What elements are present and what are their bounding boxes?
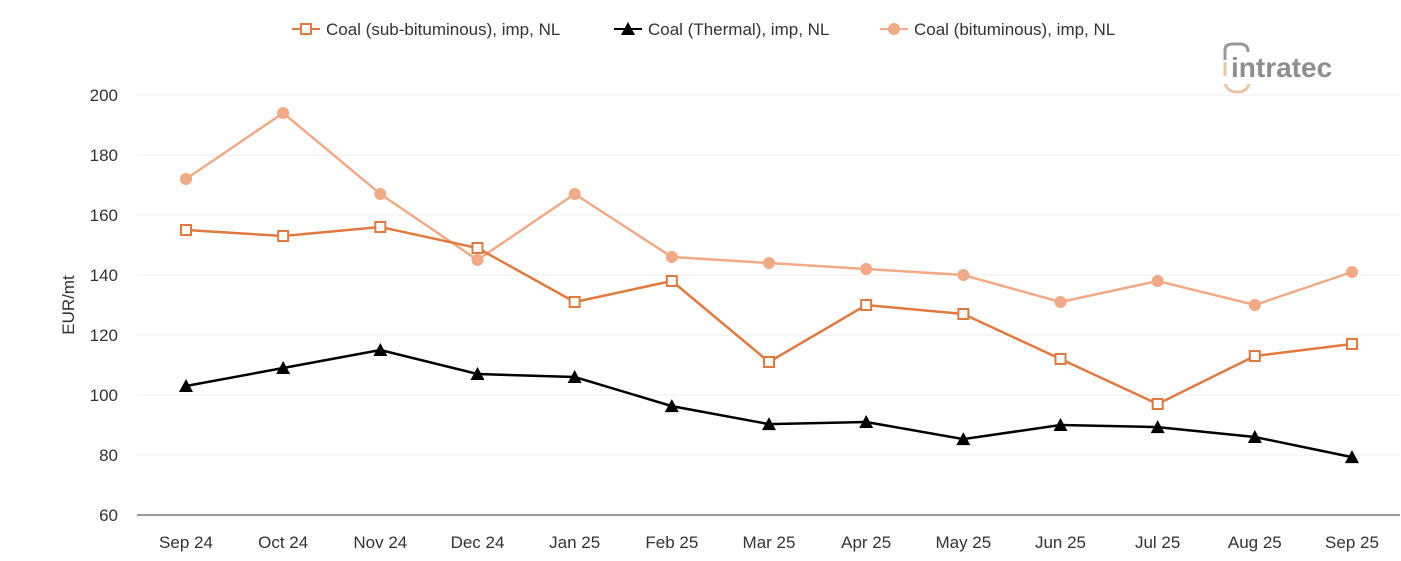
x-tick-label: Oct 24	[258, 533, 308, 552]
intratec-logo: intratec	[1223, 42, 1332, 94]
x-tick-label: Feb 25	[645, 533, 698, 552]
data-point	[763, 257, 775, 269]
logo-bar	[1223, 62, 1227, 76]
data-point	[860, 299, 873, 311]
legend-label: Coal (sub-bituminous), imp, NL	[326, 20, 560, 39]
logo-arc-bottom	[1223, 83, 1251, 94]
series-0	[180, 221, 1358, 410]
x-tick-label: May 25	[935, 533, 991, 552]
x-tick-label: Mar 25	[743, 533, 796, 552]
x-tick-label: Jul 25	[1135, 533, 1180, 552]
data-point	[664, 399, 679, 413]
logo-text: intratec	[1231, 52, 1332, 83]
data-point	[179, 379, 193, 392]
x-tick-label: Sep 25	[1325, 533, 1379, 552]
data-point	[1247, 430, 1262, 443]
x-tick-label: Jan 25	[549, 533, 600, 552]
series-line	[185, 225, 1353, 406]
data-point	[1151, 275, 1164, 287]
legend-label: Coal (Thermal), imp, NL	[648, 20, 829, 39]
x-tick-label: Sep 24	[159, 533, 213, 552]
y-tick-label: 120	[90, 326, 118, 345]
data-point	[956, 432, 971, 446]
data-point	[957, 269, 970, 281]
y-tick-label: 160	[90, 206, 118, 225]
data-point	[859, 415, 874, 428]
data-point	[373, 343, 388, 356]
y-tick-label: 100	[90, 386, 118, 405]
y-axis-label: EUR/mt	[59, 275, 78, 335]
data-point	[665, 251, 678, 263]
legend-marker	[621, 22, 635, 35]
series-line	[185, 111, 1353, 307]
data-point	[180, 173, 192, 185]
data-point	[470, 367, 485, 380]
y-tick-label: 140	[90, 266, 118, 285]
data-point	[1150, 420, 1165, 434]
data-point	[1248, 299, 1261, 311]
data-point	[567, 370, 582, 383]
data-point	[374, 221, 387, 233]
data-point	[471, 254, 484, 266]
x-tick-label: Nov 24	[353, 533, 407, 552]
legend-label: Coal (bituminous), imp, NL	[914, 20, 1115, 39]
series-1	[179, 343, 1359, 464]
data-point	[762, 417, 776, 431]
legend-item: Coal (bituminous), imp, NL	[880, 20, 1115, 39]
data-point	[1054, 296, 1067, 308]
data-point	[665, 275, 678, 287]
data-point	[957, 308, 970, 320]
legend-item: Coal (sub-bituminous), imp, NL	[292, 20, 560, 39]
y-tick-label: 200	[90, 86, 118, 105]
data-point	[568, 188, 581, 200]
x-tick-label: Dec 24	[451, 533, 505, 552]
y-tick-label: 180	[90, 146, 118, 165]
logo-arc-top	[1223, 42, 1250, 60]
data-point	[1248, 350, 1261, 362]
x-tick-label: Aug 25	[1228, 533, 1282, 552]
y-tick-label: 60	[99, 506, 118, 525]
series-2	[180, 107, 1358, 311]
data-point	[1346, 266, 1358, 278]
data-point	[277, 107, 290, 119]
data-point	[374, 188, 387, 200]
data-point	[471, 242, 484, 254]
data-point	[1053, 418, 1068, 431]
data-point	[1345, 450, 1359, 464]
data-point	[1151, 398, 1164, 410]
x-tick-label: Apr 25	[841, 533, 891, 552]
legend-marker	[300, 23, 312, 35]
y-tick-label: 80	[99, 446, 118, 465]
data-point	[180, 224, 192, 236]
x-tick-label: Jun 25	[1035, 533, 1086, 552]
data-point	[1054, 353, 1067, 365]
data-point	[1346, 338, 1358, 350]
legend-item: Coal (Thermal), imp, NL	[614, 20, 829, 39]
data-point	[568, 296, 581, 308]
data-point	[276, 361, 291, 374]
data-point	[860, 263, 873, 275]
data-point	[763, 356, 775, 368]
legend-marker	[888, 23, 900, 35]
data-point	[277, 230, 290, 242]
